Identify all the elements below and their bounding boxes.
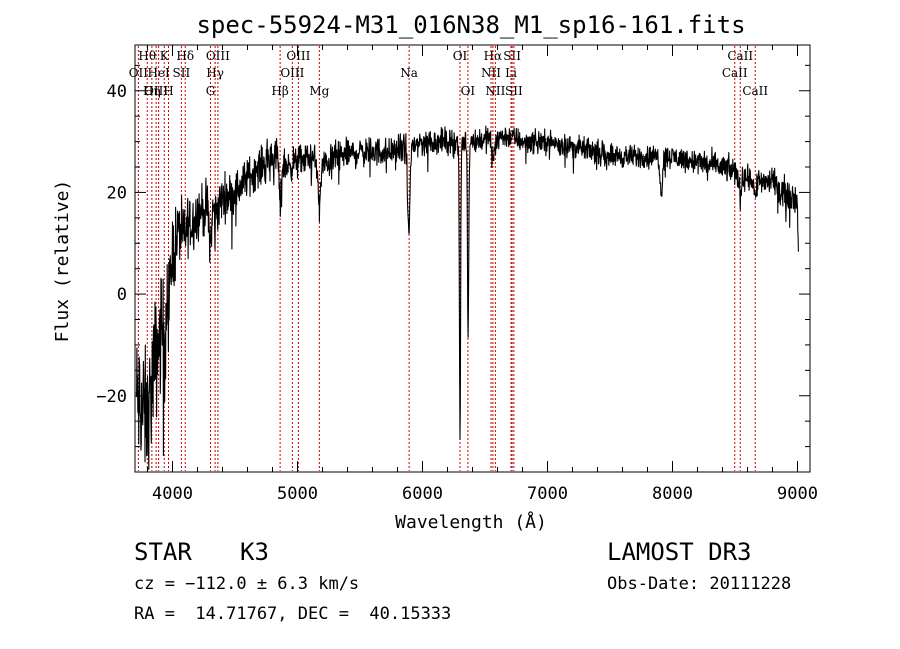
spectrum-trace [135, 125, 799, 471]
x-tick-label: 6000 [402, 484, 443, 504]
spectral-line-label: OIII [280, 66, 304, 80]
survey-name: LAMOST DR3 [607, 538, 752, 566]
plot-frame [134, 44, 811, 473]
spectral-line-label: Mg [309, 84, 329, 98]
spectral-line-label: Hη [143, 84, 161, 98]
spectral-line-label: NII [485, 84, 505, 98]
spectral-line-label: OI [453, 49, 468, 63]
spectral-line-label: G [206, 84, 216, 98]
spectral-subclass: K3 [240, 538, 269, 566]
y-axis-label: Flux (relative) [52, 180, 73, 343]
spectral-line-label: Hα [484, 49, 503, 63]
observation-date: Obs-Date: 20111228 [607, 574, 792, 594]
x-tick-label: 4000 [152, 484, 193, 504]
spectral-line-label: K [160, 49, 170, 63]
y-tick-label: −20 [96, 387, 127, 407]
coordinates: RA = 14.71767, DEC = 40.15333 [134, 604, 452, 624]
spectral-line-label: H [163, 84, 173, 98]
x-axis-label: Wavelength (Å) [395, 511, 547, 533]
spectral-line-label: HeI [147, 66, 170, 80]
x-tick-label: 9000 [777, 484, 818, 504]
spectral-line-label: Hγ [206, 66, 224, 80]
spectral-line-label: SII [173, 66, 191, 80]
spectral-line-label: Li [505, 66, 517, 80]
spectral-line-label: CaII [727, 49, 753, 63]
spectral-line-label: OI [461, 84, 476, 98]
x-tick-label: 8000 [652, 484, 693, 504]
chart-title: spec-55924-M31_016N38_M1_sp16-161.fits [196, 11, 745, 39]
spectral-line-label: SII [505, 84, 523, 98]
spectral-line-label: OIII [144, 84, 168, 98]
spectral-line-label: CaII [722, 66, 748, 80]
spectral-line-label: OII [129, 66, 149, 80]
spectral-line-label: NII [481, 66, 501, 80]
spectral-line-label: CaII [742, 84, 768, 98]
x-tick-label: 7000 [527, 484, 568, 504]
flux-curve [135, 125, 799, 471]
spectral-line-label: Hθ [138, 49, 156, 63]
spectral-line-markers: Hθ OII OIII K HeI Hη H Hδ SII OIII Hγ G Hβ OIII OIII Mg… [129, 46, 768, 471]
spectral-line-label: Na [400, 66, 418, 80]
y-tick-label: 0 [117, 285, 127, 305]
axis-ticks: 4000 5000 6000 7000 8000 9000 −20 0 20 40 [96, 45, 818, 504]
spectral-line-label: Hδ [176, 49, 194, 63]
y-tick-label: 40 [107, 82, 127, 102]
redshift-velocity: cz = −112.0 ± 6.3 km/s [134, 574, 360, 594]
y-tick-label: 20 [107, 183, 127, 203]
object-class: STAR [134, 538, 192, 566]
spectral-line-label: SII [503, 49, 521, 63]
spectral-line-label: OIII [206, 49, 230, 63]
x-tick-label: 5000 [277, 484, 318, 504]
spectral-line-label: OIII [286, 49, 310, 63]
spectral-line-label: Hβ [271, 84, 288, 98]
